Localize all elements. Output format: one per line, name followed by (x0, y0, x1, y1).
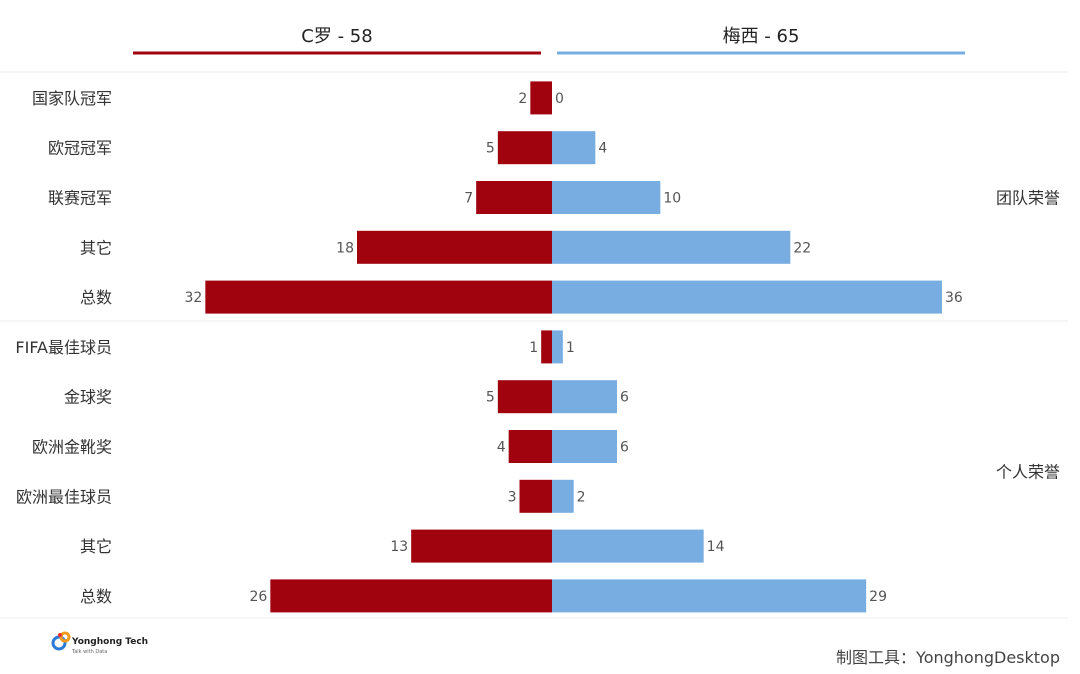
data-label-right: 6 (620, 390, 629, 406)
bar-left (476, 181, 552, 214)
data-label-left: 5 (486, 390, 495, 406)
data-label-left: 26 (250, 589, 268, 605)
data-label-right: 36 (945, 290, 963, 306)
bar-right (552, 579, 867, 613)
bar-left (205, 280, 553, 314)
bar-right (552, 479, 574, 513)
data-label-left: 13 (390, 539, 408, 555)
data-label-right: 4 (598, 141, 607, 157)
series-header-left: C罗 - 58 (301, 26, 373, 47)
logo-icon (51, 631, 71, 651)
data-label-right: 2 (577, 489, 586, 505)
category-label: 总数 (80, 288, 112, 307)
bar-right (552, 330, 563, 364)
bar-left (270, 579, 552, 613)
category-label: FIFA最佳球员 (15, 338, 112, 357)
logo-tagline: Talk with Data (72, 649, 108, 655)
data-label-left: 4 (497, 440, 506, 456)
data-label-right: 14 (707, 539, 725, 555)
category-label: 其它 (80, 238, 112, 257)
bar-left (530, 81, 552, 115)
category-label: 欧洲金靴奖 (32, 438, 112, 457)
bar-left (508, 430, 552, 463)
data-label-right: 0 (555, 91, 564, 107)
data-label-left: 2 (518, 91, 527, 107)
data-label-left: 32 (185, 290, 203, 306)
category-label: 总数 (80, 587, 112, 606)
data-label-left: 3 (508, 489, 517, 505)
data-label-right: 10 (663, 191, 681, 207)
bar-left (519, 479, 552, 513)
category-label: 欧洲最佳球员 (16, 487, 112, 506)
category-label: 国家队冠军 (32, 89, 112, 108)
bar-right (552, 380, 617, 414)
bar-left (541, 330, 552, 364)
bar-right (552, 280, 942, 314)
data-label-right: 1 (566, 340, 575, 356)
bar-right (552, 181, 661, 214)
series-header-right: 梅西 - 65 (722, 26, 800, 47)
data-label-right: 22 (793, 240, 811, 256)
bar-left (357, 230, 552, 264)
data-label-left: 5 (486, 141, 495, 157)
group-label: 个人荣誉 (996, 462, 1060, 481)
bar-right (552, 131, 596, 165)
bar-right (552, 529, 704, 563)
bar-left (411, 529, 552, 563)
category-label: 联赛冠军 (48, 189, 112, 208)
data-label-left: 1 (529, 340, 538, 356)
bar-left (497, 380, 552, 414)
bar-right (552, 230, 791, 264)
category-label: 其它 (80, 537, 112, 556)
data-label-right: 29 (869, 589, 887, 605)
data-label-left: 18 (336, 240, 354, 256)
footer-tool-label: 制图工具：YonghongDesktop (836, 648, 1060, 667)
category-label: 金球奖 (64, 388, 112, 407)
bar-left (497, 131, 552, 165)
bar-right (552, 430, 617, 463)
category-label: 欧冠冠军 (48, 139, 112, 158)
logo-name: Yonghong Tech (72, 637, 149, 647)
data-label-right: 6 (620, 440, 629, 456)
group-label: 团队荣誉 (996, 189, 1060, 208)
data-label-left: 7 (464, 191, 473, 207)
